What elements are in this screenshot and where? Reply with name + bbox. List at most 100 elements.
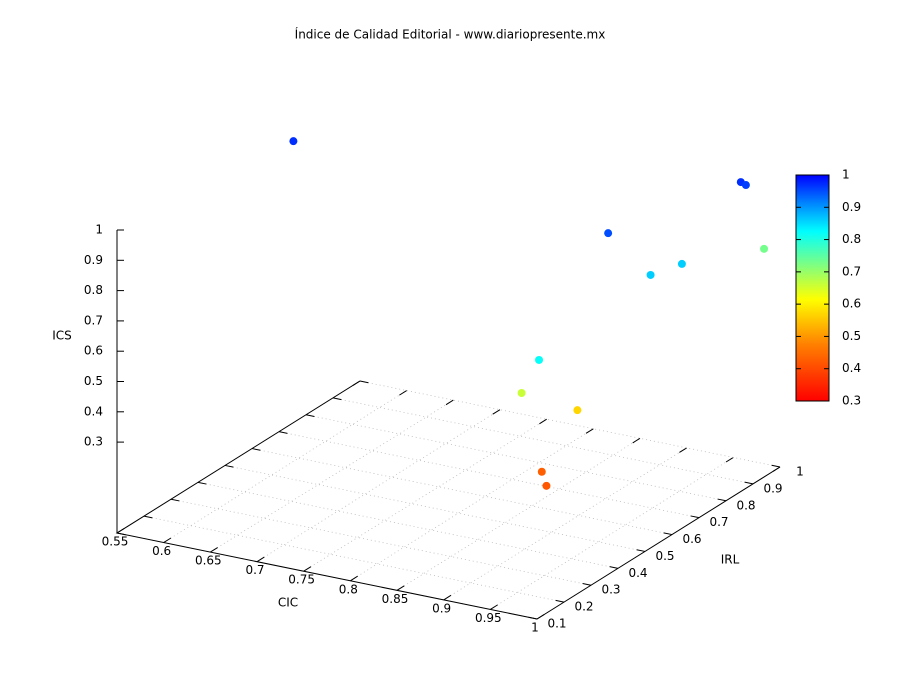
y-tick <box>224 464 234 468</box>
grid-line <box>163 390 407 543</box>
z-tick-label: 0.5 <box>84 374 103 388</box>
colorbar-tick-label: 0.8 <box>842 232 861 246</box>
chart-title: Índice de Calidad Editorial - www.diario… <box>295 27 606 42</box>
y-tick-label: 0.4 <box>628 566 647 580</box>
y-tick <box>771 464 781 468</box>
x-tick-label: 0.55 <box>102 535 129 549</box>
x-tick <box>210 547 218 553</box>
grid-line <box>170 498 592 586</box>
x-tick <box>350 575 358 582</box>
colorbar-tick-label: 1 <box>842 168 850 182</box>
x-tick-label: 0.9 <box>432 601 451 615</box>
x-tick <box>679 447 687 453</box>
data-point <box>517 389 526 398</box>
grid-line <box>251 448 673 535</box>
x-tick <box>490 604 498 610</box>
x-tick-label: 0.7 <box>245 563 264 577</box>
x-tick-label: 0.75 <box>288 573 315 587</box>
y-tick <box>582 583 592 586</box>
x-tick <box>396 585 405 591</box>
z-tick-label: 0.6 <box>84 344 103 358</box>
colorbar-tick-label: 0.4 <box>842 361 861 375</box>
z-tick-label: 0.4 <box>84 404 103 418</box>
x-tick <box>256 556 265 563</box>
base-frame <box>115 380 781 620</box>
x-axis-label: CIC <box>278 596 298 610</box>
grid-line <box>350 428 594 582</box>
y-tick <box>744 481 754 485</box>
x-tick <box>632 437 641 444</box>
colorbar <box>795 174 830 402</box>
grid-line <box>197 481 619 569</box>
y-tick <box>690 515 700 519</box>
x-tick <box>445 399 454 406</box>
colorbar-tick-label: 0.7 <box>842 264 861 278</box>
y-axis-label: IRL <box>721 553 740 567</box>
y-tick <box>555 599 565 603</box>
y-tick-label: 0.1 <box>547 617 566 631</box>
data-point <box>542 481 551 490</box>
y-tick-label: 0.3 <box>601 583 620 597</box>
data-point <box>535 355 544 364</box>
z-tick-label: 1 <box>95 223 103 237</box>
y-tick <box>170 498 180 502</box>
grid-line <box>303 418 547 572</box>
y-tick <box>197 481 207 485</box>
x-tick <box>585 428 594 434</box>
x-tick-label: 0.95 <box>475 611 502 625</box>
grid-line <box>278 431 700 519</box>
x-tick <box>399 390 407 396</box>
y-tick <box>636 549 646 552</box>
z-tick-label: 0.8 <box>84 283 103 297</box>
x-tick <box>725 457 734 463</box>
data-point <box>646 270 655 279</box>
colorbar-tick-label: 0.6 <box>842 297 861 311</box>
colorbar-tick-label: 0.3 <box>842 394 861 408</box>
x-tick-label: 0.8 <box>339 582 358 596</box>
y-tick-label: 0.8 <box>736 498 755 512</box>
y-tick <box>717 498 727 502</box>
y-tick-label: 0.2 <box>574 600 593 614</box>
grid-line <box>443 447 687 601</box>
colorbar-tick-label: 0.9 <box>842 200 861 214</box>
y-tick-label: 0.9 <box>763 481 782 495</box>
data-point <box>573 406 582 415</box>
x-tick-label: 0.65 <box>195 554 222 568</box>
y-tick-label: 0.5 <box>655 549 674 563</box>
grid-line <box>256 409 501 563</box>
x-tick-label: 0.6 <box>152 544 171 558</box>
z-tick-label: 0.9 <box>84 253 103 267</box>
y-tick-label: 1 <box>796 465 804 479</box>
y-tick <box>663 532 673 536</box>
x-tick <box>492 409 501 415</box>
grid-line <box>359 380 781 468</box>
grid-line <box>224 465 646 552</box>
data-point <box>289 137 298 146</box>
y-tick <box>359 380 369 384</box>
x-tick <box>163 537 172 543</box>
y-tick-label: 0.6 <box>682 532 701 546</box>
x-tick <box>539 418 547 425</box>
x-tick-label: 0.85 <box>382 592 409 606</box>
grid-line <box>210 399 454 553</box>
y-tick <box>332 397 342 401</box>
z-tick-label: 0.7 <box>84 313 103 327</box>
data-point <box>537 467 546 476</box>
y-tick-label: 0.7 <box>709 515 728 529</box>
y-tick <box>278 431 288 434</box>
y-tick <box>251 448 261 451</box>
y-tick <box>143 515 153 519</box>
data-point <box>741 181 750 190</box>
x-tick-label: 1 <box>531 621 539 635</box>
data-point <box>604 229 613 238</box>
colorbar-tick-label: 0.5 <box>842 329 861 343</box>
grid-line <box>305 414 727 502</box>
data-point <box>760 244 769 253</box>
z-tick-label: 0.3 <box>84 435 103 449</box>
x-tick <box>303 566 312 572</box>
data-point <box>677 259 686 268</box>
x-tick <box>443 594 452 601</box>
y-tick <box>609 566 619 569</box>
z-axis-label: ICS <box>52 329 72 343</box>
